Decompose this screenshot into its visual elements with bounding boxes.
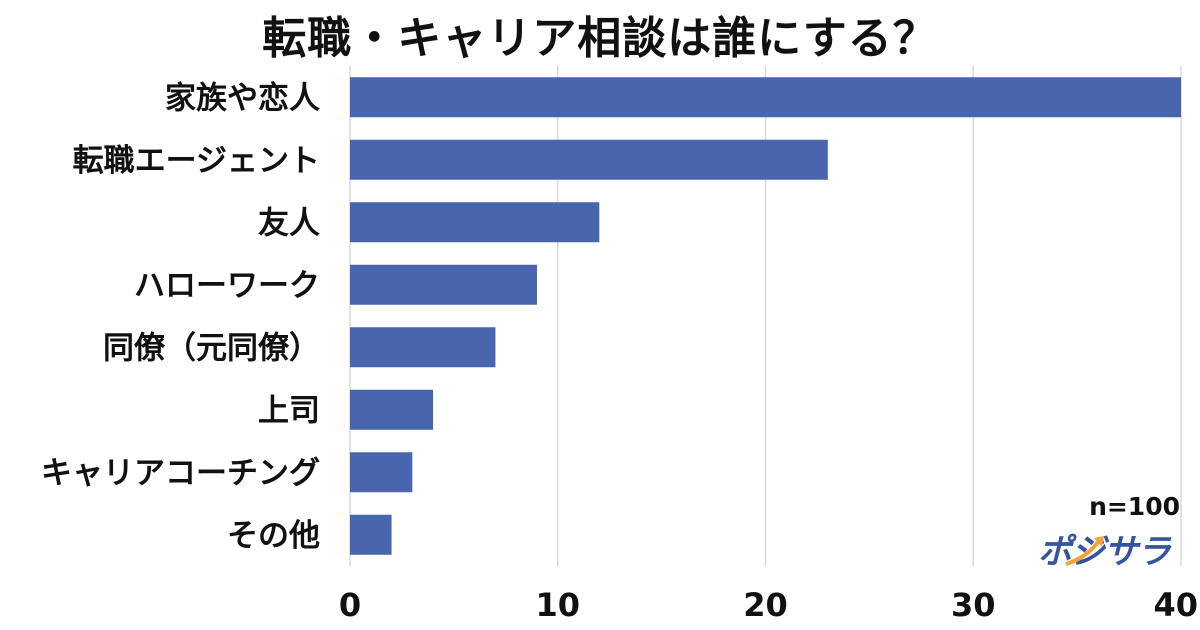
brand-logo: ポジサラ bbox=[1038, 524, 1183, 574]
category-label: 転職エージェント bbox=[73, 143, 320, 179]
bar bbox=[350, 452, 413, 493]
bar bbox=[350, 77, 1181, 118]
category-label: 家族や恋人 bbox=[165, 80, 320, 116]
sample-size-note: n=100 bbox=[1089, 492, 1180, 521]
category-label: 同僚（元同僚） bbox=[103, 330, 320, 366]
bar bbox=[350, 264, 537, 305]
bar bbox=[350, 389, 434, 430]
x-tick-label: 20 bbox=[743, 586, 788, 624]
bar bbox=[350, 139, 828, 180]
bars bbox=[350, 77, 1181, 555]
category-label: 上司 bbox=[258, 393, 320, 429]
bar bbox=[350, 327, 496, 368]
x-tick-label: 0 bbox=[339, 586, 361, 624]
chart-title: 転職・キャリア相談は誰にする？ bbox=[262, 13, 938, 64]
brand-logo-text: ポジサラ bbox=[1038, 532, 1171, 572]
x-tick-label: 10 bbox=[535, 586, 580, 624]
x-tick-label: 40 bbox=[1153, 586, 1198, 624]
x-axis-tick-labels: 0 10 20 30 40 bbox=[339, 586, 1198, 624]
x-tick-label: 30 bbox=[951, 586, 996, 624]
bar bbox=[350, 514, 392, 555]
category-label: 友人 bbox=[258, 205, 320, 241]
arrow-icon bbox=[1065, 536, 1104, 566]
category-label: ハローワーク bbox=[134, 268, 320, 304]
bar bbox=[350, 202, 600, 243]
category-label: その他 bbox=[227, 518, 320, 554]
category-label: キャリアコーチング bbox=[41, 455, 320, 491]
